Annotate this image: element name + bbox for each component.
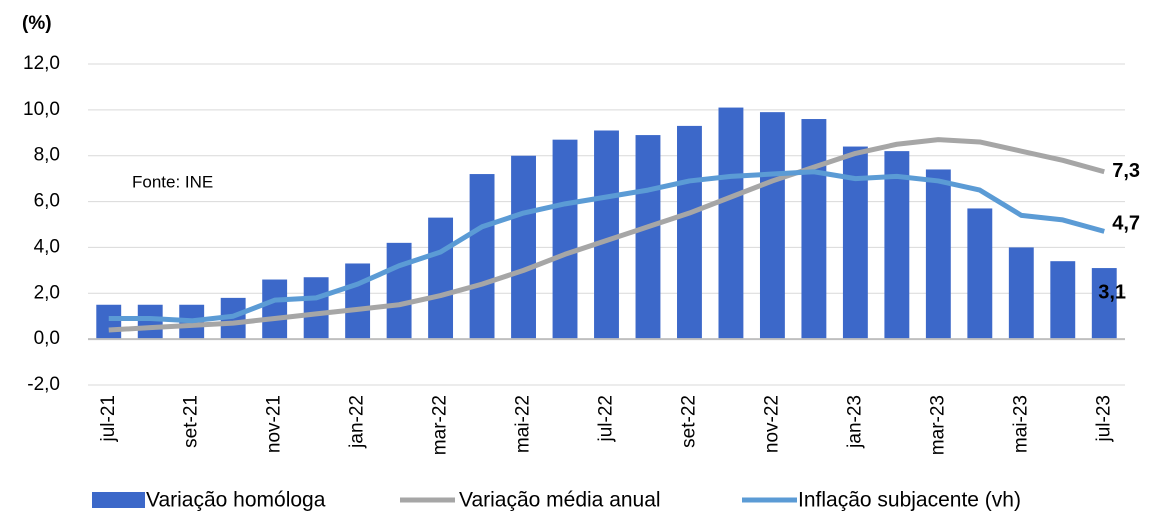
value-label: 4,7 [1112,213,1140,235]
x-tick-label: jan-23 [844,395,865,449]
bar [511,155,536,340]
x-tick-label: jan-22 [347,395,368,449]
x-tick-label: mar-22 [430,395,451,455]
x-tick-label: jul-21 [98,395,119,442]
x-tick-label: set-22 [678,395,699,448]
value-label: 3,1 [1098,281,1126,303]
line [108,137,1105,333]
bar [1050,261,1076,340]
y-tick-label: 4,0 [34,236,60,257]
y-tick-label: 10,0 [23,99,60,120]
bar [262,279,288,340]
bar [469,174,495,340]
bar [428,217,454,340]
value-label: 7,3 [1112,160,1140,182]
legend-label: Variação média anual [459,489,661,512]
y-tick-label: -2,0 [27,374,60,395]
bar [137,304,163,340]
bar [718,107,744,340]
bar [552,139,578,340]
legend-swatch [92,492,145,508]
bar [594,130,619,340]
bar [635,135,661,340]
x-tick-label: nov-21 [264,395,285,453]
x-tick-label: jul-22 [596,395,617,442]
bar [967,208,993,340]
x-tick-label: set-21 [181,395,202,448]
bar [759,112,785,340]
bar [386,242,412,340]
y-tick-label: 12,0 [23,53,60,74]
bar [801,119,827,340]
x-tick-label: mai-22 [513,395,534,453]
bar [303,277,329,340]
y-axis-label: (%) [22,13,52,34]
bar [1008,247,1034,340]
y-tick-label: 0,0 [34,328,60,349]
x-tick-label: jul-23 [1093,395,1114,442]
line [108,169,1105,324]
bar [884,151,910,340]
bar [1091,268,1117,340]
annotation: Fonte: INE [132,172,213,191]
legend-label: Variação homóloga [146,489,326,512]
legend-label: Inflação subjacente (vh) [798,489,1021,512]
bar [345,263,371,340]
bar [925,169,951,340]
x-tick-label: nov-22 [761,395,782,453]
y-tick-label: 2,0 [34,282,60,303]
x-tick-label: mai-23 [1010,395,1031,453]
y-tick-label: 6,0 [34,191,60,212]
y-tick-label: 8,0 [34,145,60,166]
bar [677,125,702,340]
bar [96,304,122,340]
x-tick-label: mar-23 [927,395,948,455]
